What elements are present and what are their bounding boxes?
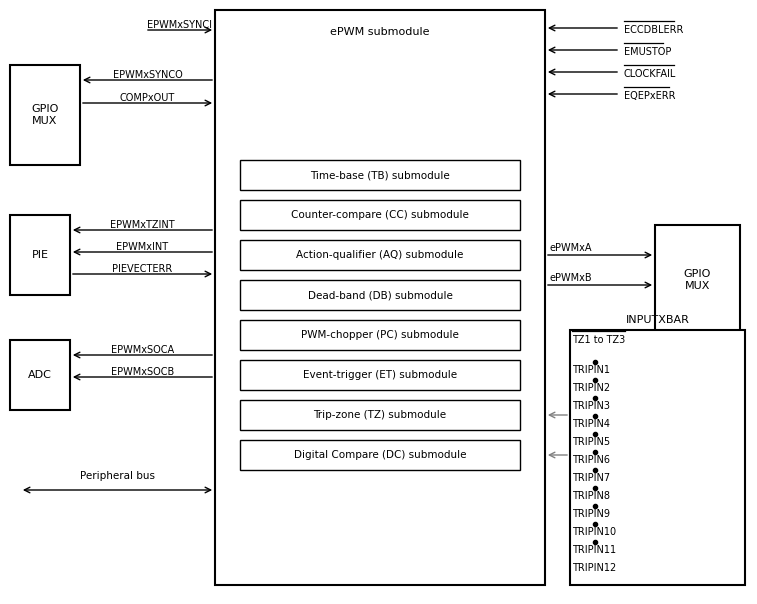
Text: Peripheral bus: Peripheral bus	[80, 471, 155, 481]
Text: TRIPIN1: TRIPIN1	[572, 365, 610, 375]
Text: EPWMxSOCA: EPWMxSOCA	[111, 345, 174, 355]
Text: TRIPIN9: TRIPIN9	[572, 509, 610, 519]
Text: PIEVECTERR: PIEVECTERR	[112, 264, 173, 274]
Text: ADC: ADC	[28, 370, 52, 380]
Bar	[655, 225, 740, 335]
Text: Event-trigger (ET) submodule: Event-trigger (ET) submodule	[303, 370, 457, 380]
Bar	[240, 240, 520, 270]
Text: GPIO
MUX: GPIO MUX	[684, 269, 711, 291]
Text: ECCDBLERR: ECCDBLERR	[624, 25, 684, 35]
Bar	[240, 160, 520, 190]
Text: TZ1 to TZ3: TZ1 to TZ3	[572, 335, 625, 345]
Text: PWM-chopper (PC) submodule: PWM-chopper (PC) submodule	[301, 330, 459, 340]
Text: TRIPIN5: TRIPIN5	[572, 437, 610, 447]
Text: TRIPIN11: TRIPIN11	[572, 545, 616, 555]
Bar	[10, 340, 70, 410]
Bar	[240, 280, 520, 310]
Text: ePWM submodule: ePWM submodule	[330, 27, 430, 37]
Bar	[10, 215, 70, 295]
Text: Dead-band (DB) submodule: Dead-band (DB) submodule	[307, 290, 453, 300]
Text: Digital Compare (DC) submodule: Digital Compare (DC) submodule	[294, 450, 466, 460]
Text: EMUSTOP: EMUSTOP	[624, 47, 671, 57]
Bar	[240, 320, 520, 350]
Text: TRIPIN2: TRIPIN2	[572, 383, 610, 393]
Text: Time-base (TB) submodule: Time-base (TB) submodule	[310, 170, 450, 180]
Text: TRIPIN3: TRIPIN3	[572, 401, 610, 411]
Text: TRIPIN8: TRIPIN8	[572, 491, 610, 501]
Bar	[215, 10, 545, 585]
Text: EPWMxTZINT: EPWMxTZINT	[111, 220, 175, 230]
Bar	[240, 440, 520, 470]
Text: TRIPIN10: TRIPIN10	[572, 527, 616, 537]
Text: Action-qualifier (AQ) submodule: Action-qualifier (AQ) submodule	[296, 250, 464, 260]
Bar	[570, 330, 745, 585]
Text: COMPxOUT: COMPxOUT	[120, 93, 175, 103]
Text: ePWMxA: ePWMxA	[549, 243, 591, 253]
Text: CLOCKFAIL: CLOCKFAIL	[624, 69, 676, 79]
Text: TRIPIN7: TRIPIN7	[572, 473, 610, 483]
Bar	[10, 65, 80, 165]
Text: TRIPIN4: TRIPIN4	[572, 419, 610, 429]
Bar	[240, 200, 520, 230]
Text: ePWMxB: ePWMxB	[549, 273, 592, 283]
Text: EPWMxINT: EPWMxINT	[117, 242, 169, 252]
Bar	[240, 400, 520, 430]
Text: EPWMxSOCB: EPWMxSOCB	[111, 367, 174, 377]
Text: PIE: PIE	[32, 250, 48, 260]
Text: Trip-zone (TZ) submodule: Trip-zone (TZ) submodule	[313, 410, 447, 420]
Text: EPWMxSYNCI: EPWMxSYNCI	[148, 20, 213, 30]
Text: Counter-compare (CC) submodule: Counter-compare (CC) submodule	[291, 210, 469, 220]
Text: TRIPIN6: TRIPIN6	[572, 455, 610, 465]
Text: EPWMxSYNCO: EPWMxSYNCO	[113, 70, 182, 80]
Text: EQEPxERR: EQEPxERR	[624, 91, 675, 101]
Text: INPUTXBAR: INPUTXBAR	[625, 315, 690, 325]
Text: GPIO
MUX: GPIO MUX	[31, 104, 59, 126]
Bar	[240, 360, 520, 390]
Text: TRIPIN12: TRIPIN12	[572, 563, 616, 573]
